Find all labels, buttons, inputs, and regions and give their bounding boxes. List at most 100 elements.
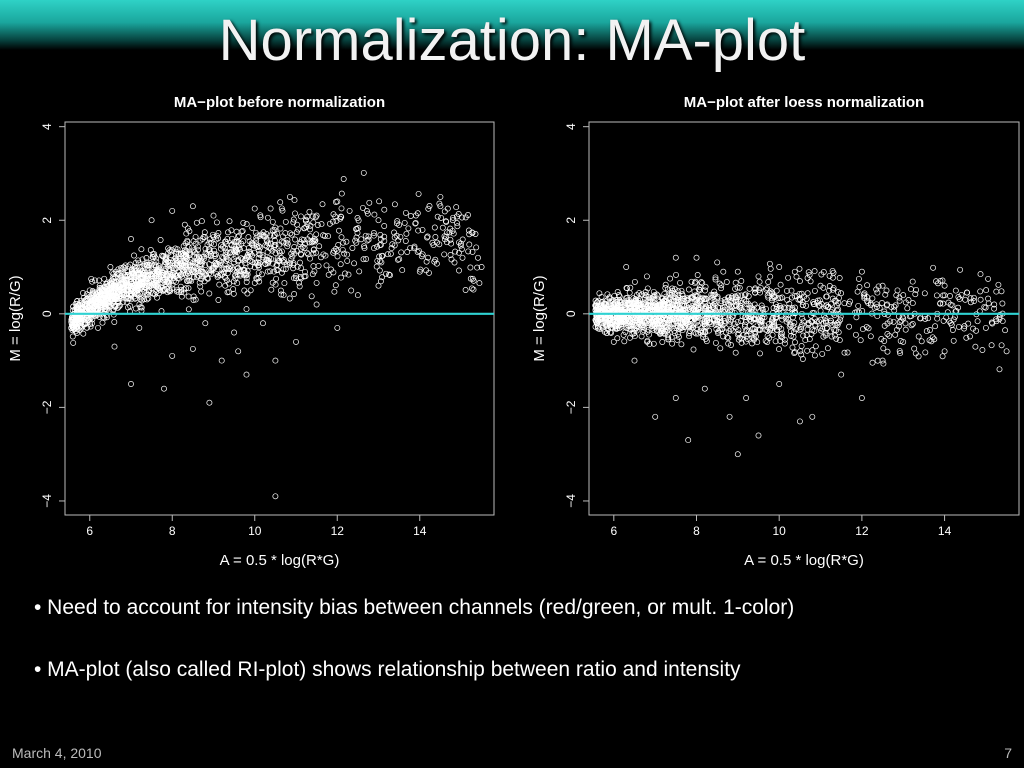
data-point: [325, 271, 332, 278]
data-point: [692, 278, 699, 285]
data-point: [313, 279, 320, 286]
data-point: [629, 300, 635, 307]
data-point: [702, 287, 708, 294]
data-point: [386, 271, 393, 278]
data-point: [874, 289, 881, 296]
data-point: [881, 338, 888, 344]
data-point: [805, 320, 812, 327]
y-tick-label: −2: [564, 400, 578, 414]
data-point: [879, 300, 885, 306]
data-point: [173, 278, 179, 285]
data-point: [139, 256, 146, 263]
data-point: [699, 294, 706, 301]
data-point: [164, 289, 171, 296]
data-point: [745, 293, 752, 300]
data-point: [679, 319, 686, 326]
data-point: [693, 314, 700, 321]
data-point: [264, 256, 271, 263]
data-point: [170, 278, 177, 285]
data-point: [764, 327, 771, 334]
data-point: [671, 327, 678, 334]
data-point: [189, 244, 195, 251]
data-point: [833, 302, 840, 309]
data-point: [101, 303, 108, 310]
data-point: [594, 320, 601, 326]
data-point: [223, 277, 230, 284]
data-point: [117, 302, 123, 309]
data-point: [110, 275, 117, 282]
data-point: [649, 317, 656, 324]
data-point: [160, 274, 166, 281]
data-point: [685, 301, 692, 308]
data-point: [102, 300, 109, 307]
data-point: [391, 242, 398, 249]
data-point: [652, 413, 659, 420]
data-point: [451, 259, 458, 266]
data-point: [243, 271, 250, 278]
data-point: [806, 271, 813, 278]
data-point: [304, 213, 311, 220]
data-point: [948, 321, 955, 328]
data-point: [452, 248, 459, 255]
data-point: [133, 284, 140, 290]
data-point: [249, 224, 256, 231]
data-point: [617, 299, 624, 306]
data-point: [811, 352, 818, 359]
data-point: [873, 301, 880, 308]
data-point: [143, 261, 150, 268]
data-point: [265, 240, 271, 247]
data-point: [437, 203, 444, 210]
data-point: [215, 272, 221, 279]
data-point: [593, 300, 600, 307]
data-point: [268, 286, 275, 293]
data-point: [690, 305, 697, 312]
data-point: [184, 278, 191, 285]
data-point: [282, 266, 289, 272]
data-point: [115, 295, 122, 302]
data-point: [921, 290, 928, 297]
data-point: [458, 246, 465, 253]
data-point: [219, 253, 226, 260]
data-point: [693, 325, 700, 332]
data-point: [947, 320, 954, 327]
data-point: [189, 203, 196, 210]
data-point: [930, 264, 937, 271]
data-point: [243, 279, 250, 285]
data-point: [419, 226, 426, 233]
data-point: [237, 271, 243, 278]
data-point: [86, 293, 93, 300]
data-point: [800, 318, 807, 325]
data-point: [998, 288, 1005, 295]
data-point: [245, 234, 252, 241]
data-point: [269, 218, 276, 225]
data-point: [349, 245, 356, 251]
data-point: [459, 254, 466, 261]
data-point: [620, 331, 627, 338]
data-point: [137, 263, 144, 270]
data-point: [137, 296, 144, 303]
data-point: [702, 329, 709, 336]
data-point: [395, 237, 402, 244]
data-point: [765, 279, 772, 285]
data-point: [291, 197, 298, 204]
data-point: [812, 343, 819, 350]
data-point: [835, 306, 842, 313]
data-point: [858, 395, 865, 401]
data-point: [883, 302, 890, 309]
data-point: [111, 285, 117, 292]
data-point: [291, 291, 298, 297]
data-point: [402, 209, 409, 216]
data-point: [251, 279, 258, 286]
data-point: [746, 285, 753, 292]
data-point: [450, 230, 457, 237]
data-point: [934, 315, 941, 322]
data-point: [736, 334, 743, 341]
data-point: [662, 285, 669, 291]
data-point: [746, 305, 753, 312]
data-point: [87, 323, 94, 330]
data-point: [667, 275, 674, 282]
data-point: [115, 303, 122, 310]
data-point: [817, 282, 824, 289]
data-point: [972, 343, 979, 350]
data-point: [941, 282, 948, 289]
